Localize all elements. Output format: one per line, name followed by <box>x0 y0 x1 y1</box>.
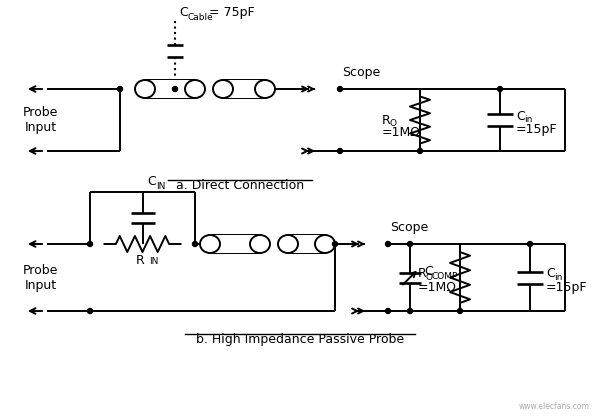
Text: IN: IN <box>157 182 166 191</box>
Circle shape <box>385 308 390 313</box>
FancyBboxPatch shape <box>223 80 265 98</box>
Text: =15pF: =15pF <box>546 281 588 294</box>
Circle shape <box>333 241 337 246</box>
Ellipse shape <box>185 80 205 98</box>
Text: C: C <box>424 265 433 278</box>
Ellipse shape <box>135 80 155 98</box>
Text: = 75pF: = 75pF <box>209 6 254 19</box>
Text: IN: IN <box>149 257 159 266</box>
FancyBboxPatch shape <box>288 235 325 253</box>
Text: b. High Impedance Passive Probe: b. High Impedance Passive Probe <box>196 333 404 346</box>
FancyBboxPatch shape <box>210 235 260 253</box>
Text: COMP: COMP <box>432 272 458 281</box>
Circle shape <box>337 86 342 91</box>
Text: a. Direct Connection: a. Direct Connection <box>176 179 304 192</box>
Circle shape <box>458 308 463 313</box>
Text: R: R <box>382 114 391 127</box>
Text: C: C <box>546 267 555 280</box>
Text: C: C <box>516 109 524 122</box>
Text: in: in <box>554 273 562 282</box>
Ellipse shape <box>213 80 233 98</box>
Text: Scope: Scope <box>342 66 380 79</box>
Circle shape <box>527 241 532 246</box>
Text: www.elecfans.com: www.elecfans.com <box>519 402 590 411</box>
Text: Probe
Input: Probe Input <box>23 264 58 292</box>
Ellipse shape <box>250 235 270 253</box>
Text: =1MΩ: =1MΩ <box>382 126 421 139</box>
Text: O: O <box>426 273 433 282</box>
Text: Scope: Scope <box>390 221 429 234</box>
Text: =15pF: =15pF <box>516 124 557 137</box>
Circle shape <box>337 148 342 153</box>
Circle shape <box>418 148 422 153</box>
Ellipse shape <box>315 235 335 253</box>
Circle shape <box>385 241 390 246</box>
Text: Cable: Cable <box>187 13 212 22</box>
Circle shape <box>87 241 92 246</box>
Circle shape <box>172 86 177 91</box>
Text: in: in <box>524 116 532 124</box>
Ellipse shape <box>200 235 220 253</box>
Circle shape <box>498 86 503 91</box>
Text: =1MΩ: =1MΩ <box>418 281 457 294</box>
Text: O: O <box>390 119 397 127</box>
Text: C: C <box>148 175 156 188</box>
Circle shape <box>407 241 413 246</box>
Ellipse shape <box>278 235 298 253</box>
Text: Probe
Input: Probe Input <box>23 106 58 134</box>
Text: C: C <box>179 6 188 19</box>
Circle shape <box>87 308 92 313</box>
Text: R: R <box>136 254 145 267</box>
Circle shape <box>407 308 413 313</box>
Ellipse shape <box>255 80 275 98</box>
FancyBboxPatch shape <box>145 80 195 98</box>
Circle shape <box>192 241 197 246</box>
Circle shape <box>118 86 123 91</box>
Text: R: R <box>418 267 427 280</box>
